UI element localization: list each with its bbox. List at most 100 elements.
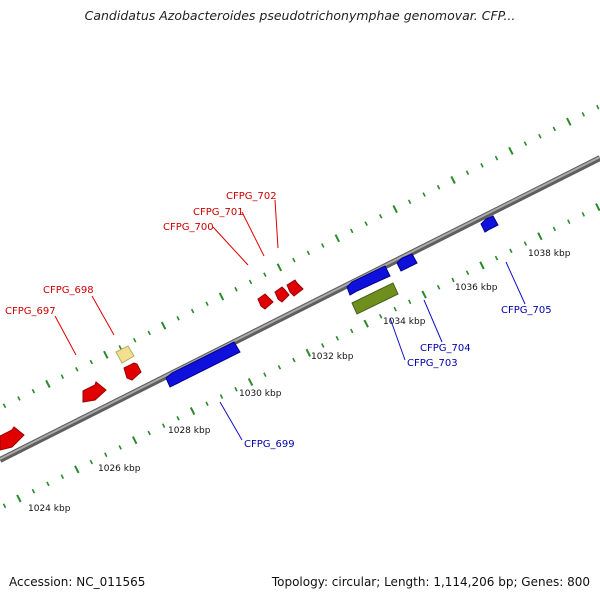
minor-tick [335,335,340,341]
minor-tick [321,343,325,348]
major-tick [74,465,80,474]
minor-tick [596,104,600,110]
gene-label-cfpg-703[interactable]: CFPG_703 [407,358,458,369]
gene-yellow-feature[interactable] [115,345,135,364]
minor-tick [494,255,499,261]
major-tick [16,494,22,503]
minor-tick [581,212,586,217]
gene-label-cfpg-701[interactable]: CFPG_701 [193,207,244,218]
minor-tick [393,306,397,312]
major-tick [45,379,51,388]
minor-tick [118,445,122,450]
minor-tick [248,279,253,285]
minor-tick [205,401,209,407]
gene-label-cfpg-705[interactable]: CFPG_705 [501,305,552,316]
gene-blue-feature[interactable] [346,265,391,296]
minor-tick [147,430,151,436]
minor-tick [205,301,209,307]
gene-cfpg-697-feature[interactable] [0,426,25,451]
gene-cfpg-703-feature[interactable] [351,282,399,315]
minor-tick [147,330,151,336]
minor-tick [552,226,557,232]
gene-label-cfpg-704[interactable]: CFPG_704 [420,343,471,354]
topology-summary: Topology: circular; Length: 1,114,206 bp… [271,575,590,589]
gene-label-cfpg-700[interactable]: CFPG_700 [163,222,214,233]
minor-tick [350,228,354,234]
gene-cfpg-red-small-feature[interactable] [123,362,142,381]
minor-tick [436,284,441,290]
minor-tick [234,386,238,392]
accession-text: Accession: NC_011565 [9,575,146,589]
minor-tick [219,394,224,399]
gene-label-cfpg-702[interactable]: CFPG_702 [226,191,277,202]
minor-tick [509,248,513,254]
gene-cfpg-701-feature[interactable] [274,286,290,303]
major-tick [334,234,340,243]
minor-tick [364,221,368,226]
minor-tick [321,243,325,248]
gene-cfpg-698-feature[interactable] [82,381,107,403]
minor-tick [89,359,94,365]
gene-label-cfpg-697[interactable]: CFPG_697 [5,306,56,317]
minor-tick [465,270,470,275]
minor-tick [277,365,282,370]
minor-tick [292,357,296,363]
major-tick [305,348,311,357]
ruler-label: 1032 kbp [311,352,354,362]
minor-tick [538,133,542,139]
minor-tick [436,184,441,190]
map-title: Candidatus Azobacteroides pseudotrichony… [84,8,516,23]
major-tick [218,292,225,301]
minor-tick [263,372,267,377]
major-tick [479,261,485,270]
minor-tick [118,345,122,350]
major-tick [103,350,109,359]
minor-tick [234,286,238,292]
major-tick [450,175,456,184]
minor-tick [89,459,94,465]
ruler-label: 1038 kbp [528,249,571,259]
ruler-label: 1034 kbp [383,317,426,327]
gene-cfpg-705-feature[interactable] [480,215,499,233]
forward-label-connectors [54,199,279,356]
major-tick [276,263,283,272]
gene-cfpg-702-feature[interactable] [286,279,304,297]
gene-cfpg-704-feature[interactable] [396,253,418,272]
minor-tick [494,155,499,161]
gene-cfpg-700-feature[interactable] [257,293,274,310]
gene-label-cfpg-699[interactable]: CFPG_699 [244,439,295,450]
minor-tick [422,192,426,197]
minor-tick [306,250,311,256]
ruler-label: 1028 kbp [168,426,211,436]
major-tick [132,436,138,445]
minor-tick [31,488,36,494]
forward-strand-ticks [2,104,600,409]
ruler-label: 1024 kbp [28,504,71,514]
minor-tick [407,199,412,205]
minor-tick [17,396,21,401]
minor-tick [523,141,528,146]
minor-tick [567,219,571,225]
major-tick [160,321,167,330]
minor-tick [552,126,557,132]
minor-tick [480,163,484,168]
minor-tick [190,308,195,314]
gene-label-cfpg-698[interactable]: CFPG_698 [43,285,94,296]
major-tick [566,117,572,126]
minor-tick [2,403,7,409]
minor-tick [523,241,528,246]
minor-tick [581,112,586,117]
minor-tick [132,337,137,343]
gene-cfpg-699-feature[interactable] [165,341,241,388]
minor-tick [407,299,412,305]
minor-tick [465,170,470,175]
reverse-genes [165,215,499,388]
reverse-gene-labels: CFPG_699 CFPG_703 CFPG_704 CFPG_705 [244,305,552,450]
major-tick [508,146,514,155]
minor-tick [263,272,267,277]
major-tick [363,319,369,328]
major-tick [421,290,427,299]
major-tick [189,407,196,416]
reverse-label-connectors [219,261,526,441]
